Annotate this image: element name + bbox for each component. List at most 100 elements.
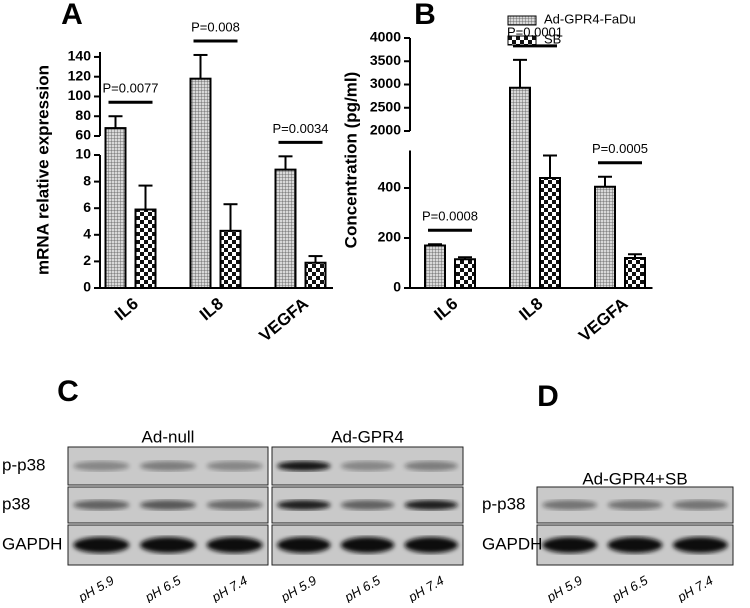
blot-band [140,461,196,471]
legend-swatch [507,35,537,46]
row-label: GAPDH [2,534,62,553]
row-label: GAPDH [482,534,542,553]
blot-band [73,537,130,553]
y-axis-label: mRNA relative expression [33,65,52,275]
blot-band [404,461,458,471]
bar [594,185,616,289]
bar [454,258,476,289]
blot-band [277,461,331,471]
y-tick-label: 4 [83,226,91,242]
y-tick-label: 4000 [370,29,401,45]
blot-band [542,537,598,553]
legend-label: Ad-GPR4-FaDu [544,11,636,26]
blot-band [340,461,395,471]
x-tick-label: VEGFA [575,294,631,346]
row-label: p-p38 [482,494,525,513]
lane-label: pH 7.4 [674,573,716,603]
blot-band [277,537,331,553]
y-tick-label: 120 [68,67,92,83]
y-tick-label: 10 [75,146,91,162]
blot-band [607,537,663,553]
lane-label: pH 6.5 [142,572,184,603]
bar [219,229,242,289]
bar [304,261,327,290]
blot-band [140,500,196,510]
panel-letter: B [414,0,436,31]
blot-band [340,537,395,553]
blot-band [672,500,728,510]
lane-label: pH 6.5 [341,572,383,603]
x-tick-label: IL8 [196,294,227,324]
y-tick-label: 2 [83,252,91,268]
lane-label: pH 7.4 [405,573,447,603]
x-tick-label: IL6 [430,294,461,324]
blot-band [73,500,130,510]
blot-band [672,537,728,553]
blot-band [340,500,395,510]
bar [624,257,646,289]
blot-band [206,537,263,553]
blot-band [607,500,663,510]
blot-band [404,537,458,553]
y-tick-label: 6 [83,199,91,215]
panel-letter: D [537,380,559,413]
panel-letter: A [61,0,83,31]
lane-label: pH 5.9 [75,573,117,603]
p-value: P=0.0034 [272,121,328,136]
blot-band [206,500,263,510]
legend-swatch [507,15,537,26]
y-tick-label: 100 [68,87,92,103]
blot-band [73,461,130,471]
bar [539,177,561,289]
p-value: P=0.0005 [592,141,648,156]
bar [189,77,212,289]
y-tick-label: 2000 [370,122,401,138]
blot-band [277,500,331,510]
y-tick-label: 3500 [370,52,401,68]
lane-label: pH 5.9 [543,573,585,603]
bar [134,208,157,289]
y-tick-label: 8 [83,172,91,188]
y-tick-label: 2500 [370,98,401,114]
y-tick-label: 0 [83,279,91,295]
blot-band [140,537,196,553]
bar [104,127,127,289]
y-tick-label: 400 [378,179,402,195]
lane-label: pH 5.9 [278,573,320,603]
bar [274,168,297,290]
blot-band [206,461,263,471]
y-tick-label: 80 [75,107,91,123]
row-label: p-p38 [2,455,45,474]
blots: C Ad-null pH 5.9 pH 6.5 pH 7.4 Ad-GPR4 pH 5.9 p… [2,375,734,605]
blot-band [404,500,458,510]
p-value: P=0.008 [191,19,240,34]
y-tick-label: 140 [68,48,92,64]
blot-band [542,500,598,510]
p-value: P=0.0008 [422,209,478,224]
legend-label: SB [544,31,561,46]
blot-panel: C Ad-null pH 5.9 pH 6.5 pH 7.4 Ad-GPR4 pH 5.9 p… [2,375,464,605]
y-axis-label: Concentration (pg/ml) [341,72,360,249]
group-label: Ad-GPR4 [331,427,404,446]
bar [509,86,531,289]
x-tick-label: VEGFA [256,294,312,346]
y-tick-label: 0 [393,279,401,295]
row-label: p38 [2,494,30,513]
panel-letter: C [57,375,79,408]
bar [424,244,446,289]
group-label: Ad-null [142,427,195,446]
blot-panel: D Ad-GPR4+SB pH 5.9 pH 6.5 pH 7.4 p-p38 GAPDH [482,380,734,605]
lane-label: pH 6.5 [609,572,651,603]
y-tick-label: 200 [378,229,402,245]
p-value: P=0.0077 [102,81,158,96]
x-tick-label: IL6 [111,294,142,324]
y-tick-label: 3000 [370,75,401,91]
x-tick-label: IL8 [515,294,546,324]
y-tick-label: 60 [75,127,91,143]
bar-chart: B Concentration (pg/ml) 0 200 400 2000 2500 300… [341,0,653,346]
group-label: Ad-GPR4+SB [582,469,687,488]
lane-label: pH 7.4 [208,573,250,603]
